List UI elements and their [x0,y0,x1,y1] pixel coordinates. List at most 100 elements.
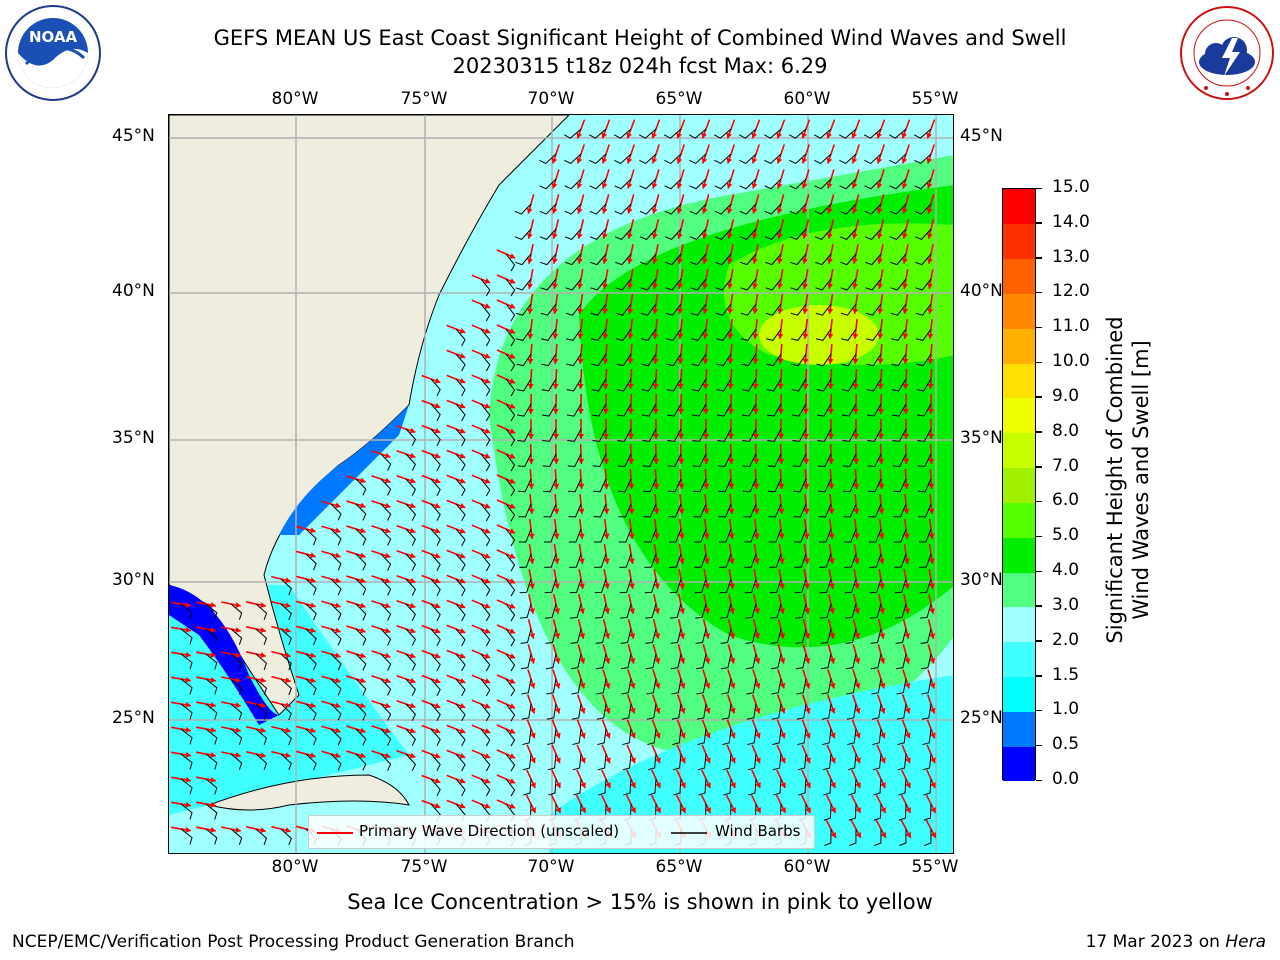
wave-arrow-head [702,408,709,414]
wave-arrow-head [726,132,733,139]
wind-barb [505,603,516,622]
wave-arrow-head [901,233,908,239]
wind-barb [518,478,532,493]
wind-barb [405,703,416,721]
wave-arrow-head [877,333,884,339]
wave-arrow-head [829,707,836,714]
wave-arrow-head [210,751,216,758]
wave-arrow-head [310,752,316,759]
wind-barb [616,378,632,392]
wave-arrow-head [630,732,636,739]
wave-arrow-head [855,732,861,739]
wind-barb [330,703,342,721]
wind-barb [622,753,632,771]
wave-arrow-head [605,782,611,789]
wave-arrow-head [727,333,734,339]
wave-arrow-head [579,608,586,614]
wind-barb [615,328,632,341]
wind-barb [895,653,907,670]
wind-barb [765,303,782,316]
wave-arrow-head [754,608,761,614]
wave-arrow-head [359,702,366,709]
wind-barb [505,653,516,672]
wave-arrow-head [555,732,561,739]
wind-barb [864,203,882,215]
wave-arrow-head [601,182,608,189]
wave-arrow-head [384,527,391,534]
wind-barb [205,728,218,745]
wind-barb [718,478,732,493]
wind-barb [567,428,582,442]
wave-arrow-head [553,483,560,489]
wave-arrow-head [210,726,216,733]
wave-arrow-head [727,408,734,414]
wind-barb [455,703,466,722]
colorbar-tick-label: 3.0 [1052,594,1080,615]
wind-barb [818,478,832,493]
wave-arrow-head [780,807,786,813]
wind-barb [839,203,857,215]
wave-arrow-head [434,377,441,384]
wind-barb [480,403,491,422]
wind-barb [542,428,557,442]
wave-arrow-head [580,732,586,739]
wave-arrow-head [904,633,911,639]
wind-barb [480,603,491,622]
wind-barb [505,728,516,747]
wave-arrow-head [602,333,609,339]
wave-arrow-head [434,627,441,634]
lat-tick-left: 25°N [112,708,155,728]
wind-barb [918,528,932,543]
wave-arrow-head [576,132,583,139]
wave-arrow-head [728,558,735,564]
colorbar-segment [1003,189,1035,225]
wave-arrow-head [853,483,860,489]
wind-barb [505,353,516,372]
wind-barb [455,628,466,647]
wind-barb [645,628,657,644]
wind-barb [596,678,607,695]
wind-barb [480,528,491,547]
wave-arrow-head [851,233,858,239]
wave-arrow-head [854,608,861,614]
wind-barb [641,403,657,417]
wave-arrow-head [509,303,516,309]
wind-barb [305,678,317,696]
wave-arrow-head [779,657,786,664]
wind-barb [843,503,857,518]
wave-arrow-head [509,603,516,609]
lat-tick-right: 25°N [960,708,1003,728]
wind-barb [895,603,907,619]
wave-arrow-head [680,757,686,764]
wave-arrow-head [310,727,316,734]
wave-arrow-head [779,707,786,714]
wind-barb [714,228,732,240]
wave-arrow-head [384,627,391,634]
wave-arrow-head [726,157,733,164]
wave-arrow-head [854,633,861,639]
wind-barb [719,578,732,594]
wave-arrow-head [853,558,860,564]
wave-arrow-head [829,657,836,664]
wave-arrow-head [459,678,466,684]
wind-barb [355,503,367,521]
wave-arrow-head [529,707,536,714]
wave-arrow-head [553,583,560,589]
wind-barb [795,603,807,619]
wind-barb [795,653,807,670]
wave-arrow-head [484,478,491,484]
wave-arrow-head [704,608,711,614]
wave-arrow-head [780,732,786,739]
wave-arrow-head [805,732,811,739]
wave-arrow-head [334,552,341,559]
wind-barb [915,303,932,316]
wind-barb [841,378,857,392]
wind-barb [917,428,932,442]
wind-barb [430,753,441,771]
wave-arrow-head [185,676,191,683]
wave-arrow-head [529,633,536,639]
wave-arrow-head [651,208,658,214]
wind-barb [255,753,268,770]
wave-arrow-head [580,807,586,813]
wind-barb [815,328,832,341]
